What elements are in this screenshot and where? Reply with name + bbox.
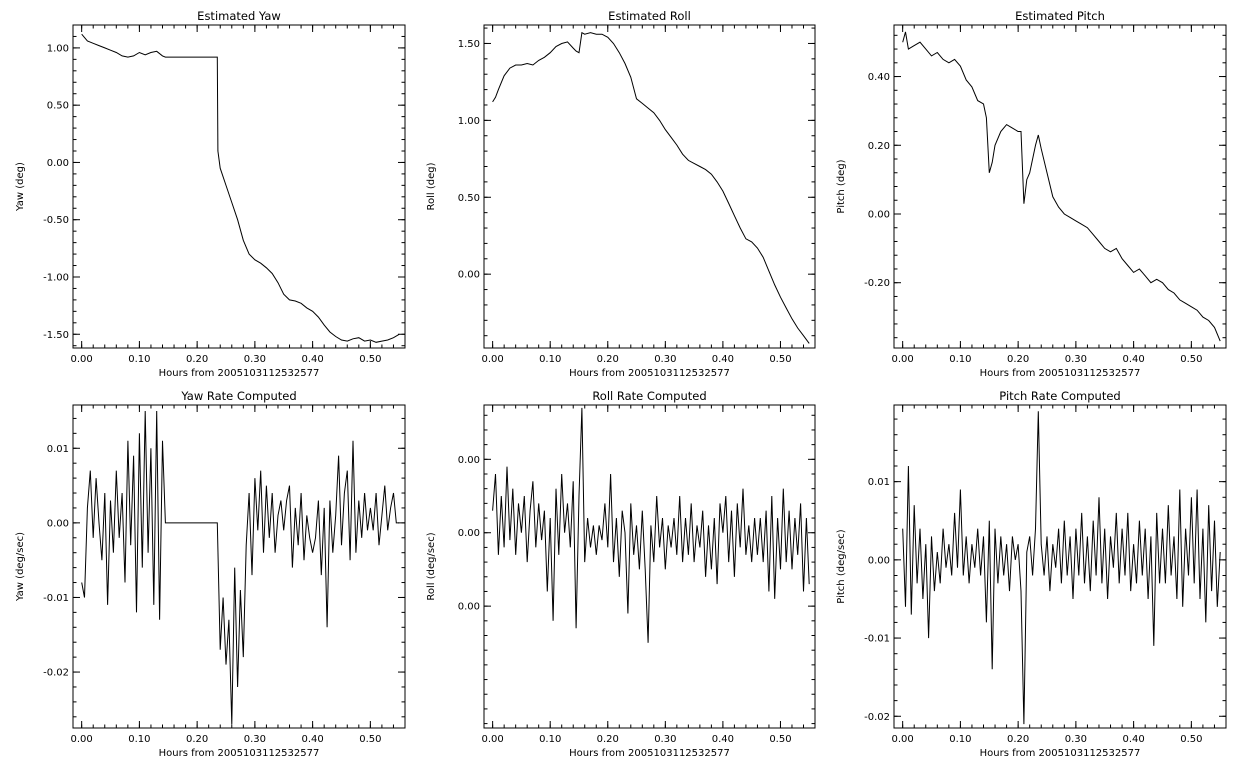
x-tick-label: 0.30 <box>244 734 266 745</box>
x-tick-label: 0.00 <box>892 734 914 745</box>
y-tick-label: 0.00 <box>47 518 69 529</box>
x-tick-label: 0.50 <box>1180 734 1202 745</box>
x-tick-label: 0.30 <box>654 354 676 365</box>
plot-frame <box>72 24 406 349</box>
plot-frame <box>72 404 406 729</box>
x-tick-label: 0.20 <box>186 354 208 365</box>
x-tick-label: 0.30 <box>654 734 676 745</box>
y-tick-label: 0.50 <box>458 193 480 204</box>
y-tick-label: 0.01 <box>868 477 890 488</box>
chart-title: Pitch Rate Computed <box>999 389 1120 403</box>
y-axis-label: Pitch (deg/sec) <box>836 529 847 604</box>
y-tick-label: 0.40 <box>868 72 890 83</box>
x-tick-label: 0.50 <box>769 354 791 365</box>
y-axis-label: Yaw (deg) <box>15 162 26 212</box>
y-tick-label: 0.00 <box>458 528 480 539</box>
chart-title: Estimated Yaw <box>197 9 281 23</box>
y-axis-label: Roll (deg) <box>426 162 437 210</box>
y-axis-label: Yaw (deg/sec) <box>15 532 26 602</box>
plot-frame <box>483 24 816 349</box>
chart-panel-4: Yaw Rate Computed Hours from 200510311253… <box>15 389 406 759</box>
y-tick-label: -0.02 <box>43 668 69 679</box>
x-tick-label: 0.00 <box>71 354 93 365</box>
y-axis-label: Roll (deg/sec) <box>426 532 437 600</box>
x-tick-label: 0.40 <box>1122 354 1144 365</box>
y-tick-label: 0.00 <box>458 270 480 281</box>
chart-panel-2: Estimated Roll Hours from 20051031125325​… <box>426 9 816 379</box>
x-axis-label: Hours from 20051031125325​77 <box>980 748 1141 759</box>
plot-frame <box>483 404 816 729</box>
chart-panel-3: Estimated Pitch Hours from 20051031125325… <box>836 9 1227 379</box>
y-tick-label: 0.01 <box>47 444 69 455</box>
x-axis-label: Hours from 20051031125325​77 <box>569 748 730 759</box>
x-axis-label: Hours from 20051031125325​77 <box>569 368 730 379</box>
chart-title: Yaw Rate Computed <box>180 389 296 403</box>
x-axis-label: Hours from 20051031125325​77 <box>159 748 320 759</box>
y-axis-label: Pitch (deg) <box>836 159 847 213</box>
chart-title: Estimated Pitch <box>1015 9 1105 23</box>
x-tick-label: 0.00 <box>71 734 93 745</box>
x-axis-label: Hours from 20051031125325​77 <box>980 368 1141 379</box>
x-tick-label: 0.20 <box>1007 734 1029 745</box>
x-tick-label: 0.40 <box>712 354 734 365</box>
y-tick-label: 0.20 <box>868 141 890 152</box>
x-tick-label: 0.40 <box>301 734 323 745</box>
x-tick-label: 0.50 <box>359 734 381 745</box>
y-tick-label: -0.50 <box>43 215 69 226</box>
chart-panel-6: Pitch Rate Computed Hours from 2005103112… <box>836 389 1227 759</box>
series-line <box>902 31 1221 342</box>
x-tick-label: 0.20 <box>186 734 208 745</box>
x-tick-label: 0.50 <box>1180 354 1202 365</box>
plot-frame <box>893 404 1227 729</box>
x-tick-label: 0.20 <box>1007 354 1029 365</box>
plot-frame <box>893 24 1227 349</box>
x-tick-label: 0.30 <box>1065 734 1087 745</box>
x-tick-label: 0.50 <box>769 734 791 745</box>
chart-panel-1: Estimated Yaw Hours from 20051031125325​7… <box>15 9 406 379</box>
x-tick-label: 0.10 <box>539 354 561 365</box>
x-tick-label: 0.40 <box>301 354 323 365</box>
x-tick-label: 0.00 <box>482 354 504 365</box>
chart-panel-5: Roll Rate Computed Hours from 20051031125… <box>426 389 816 759</box>
chart-title: Estimated Roll <box>608 9 691 23</box>
y-tick-label: -0.02 <box>864 712 890 723</box>
x-tick-label: 0.10 <box>539 734 561 745</box>
series-line <box>81 410 400 725</box>
x-tick-label: 0.40 <box>1122 734 1144 745</box>
series-line <box>492 407 810 643</box>
x-tick-label: 0.20 <box>597 734 619 745</box>
y-tick-label: 0.00 <box>868 555 890 566</box>
x-tick-label: 0.20 <box>597 354 619 365</box>
y-tick-label: -1.00 <box>43 272 69 283</box>
series-line <box>902 411 1221 725</box>
x-tick-label: 0.00 <box>892 354 914 365</box>
chart-title: Roll Rate Computed <box>592 389 706 403</box>
y-tick-label: 1.00 <box>458 116 480 127</box>
series-line <box>492 31 810 344</box>
y-tick-label: -0.20 <box>864 278 890 289</box>
y-tick-label: 0.00 <box>47 158 69 169</box>
y-tick-label: -0.01 <box>864 634 890 645</box>
x-tick-label: 0.40 <box>712 734 734 745</box>
y-tick-label: -0.01 <box>43 593 69 604</box>
y-tick-label: 1.50 <box>458 39 480 50</box>
y-tick-label: 0.00 <box>458 602 480 613</box>
series-line <box>81 33 400 343</box>
x-tick-label: 0.00 <box>482 734 504 745</box>
x-tick-label: 0.30 <box>1065 354 1087 365</box>
x-tick-label: 0.30 <box>244 354 266 365</box>
y-tick-label: 1.00 <box>47 43 69 54</box>
x-tick-label: 0.10 <box>949 734 971 745</box>
x-tick-label: 0.10 <box>949 354 971 365</box>
x-tick-label: 0.10 <box>128 734 150 745</box>
y-tick-label: 0.00 <box>868 209 890 220</box>
x-axis-label: Hours from 20051031125325​77 <box>159 368 320 379</box>
y-tick-label: 0.00 <box>458 455 480 466</box>
x-tick-label: 0.10 <box>128 354 150 365</box>
y-tick-label: -1.50 <box>43 330 69 341</box>
y-tick-label: 0.50 <box>47 101 69 112</box>
x-tick-label: 0.50 <box>359 354 381 365</box>
